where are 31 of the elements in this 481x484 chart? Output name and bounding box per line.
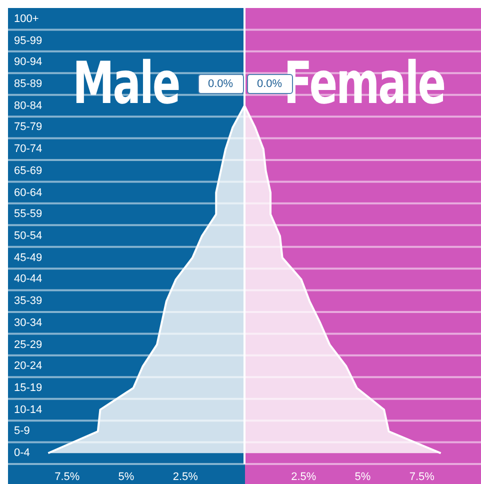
y-tick-label: 10-14 xyxy=(14,402,42,417)
x-tick-label: 5% xyxy=(118,470,134,483)
y-tick-label: 100+ xyxy=(14,12,39,26)
y-tick-label: 15-19 xyxy=(14,381,42,395)
y-tick-label: 95-99 xyxy=(14,34,42,48)
annotation: 0.0% xyxy=(198,74,244,94)
annotation: 0.0% xyxy=(256,78,282,90)
y-tick-label: 40-44 xyxy=(14,272,42,286)
x-tick-label: 7.5% xyxy=(409,470,435,483)
y-tick-label: 20-24 xyxy=(14,359,42,374)
y-tick-label: 55-59 xyxy=(14,207,42,222)
legend-label: Female xyxy=(284,48,444,118)
y-tick-label: 65-69 xyxy=(14,164,42,178)
y-tick-label: 60-64 xyxy=(14,186,42,200)
y-tick-label: 90-94 xyxy=(14,55,42,70)
y-tick-label: 0-4 xyxy=(14,446,30,460)
y-tick-label: 80-84 xyxy=(14,98,42,113)
y-tick-label: 50-54 xyxy=(14,229,42,243)
x-tick-label: 2.5% xyxy=(291,470,316,483)
y-tick-label: 70-74 xyxy=(14,142,42,156)
y-tick-label: 5-9 xyxy=(14,424,30,438)
y-tick-label: 25-29 xyxy=(14,338,42,352)
x-tick-label: 5% xyxy=(354,470,371,483)
x-tick-label: 2.5% xyxy=(172,470,198,483)
series-label: Male xyxy=(72,48,181,118)
y-tick-label: 45-49 xyxy=(14,250,42,265)
y-tick-label: 75-79 xyxy=(14,120,42,134)
y-tick-label: 30-34 xyxy=(14,316,42,330)
y-tick-label: 35-39 xyxy=(14,294,42,308)
y-tick-label: 85-89 xyxy=(14,77,42,91)
x-tick-label: 7.5% xyxy=(54,470,80,483)
